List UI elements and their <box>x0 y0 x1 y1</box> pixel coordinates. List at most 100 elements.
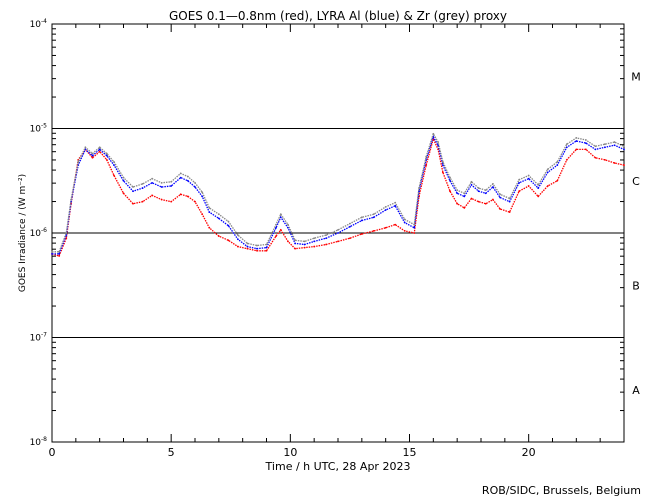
chart-title: GOES 0.1—0.8nm (red), LYRA Al (blue) & Z… <box>169 9 507 23</box>
series-line-0 <box>51 136 625 257</box>
series-2-point <box>613 141 616 143</box>
series-0-point <box>441 171 444 174</box>
series-0-point <box>151 194 154 197</box>
series-1-point <box>456 192 459 195</box>
series-0-point <box>179 193 182 196</box>
series-0-point <box>170 200 173 203</box>
series-2-point <box>58 250 61 253</box>
series-2-point <box>275 223 277 226</box>
series-1-point <box>256 247 258 250</box>
series-0-point <box>186 195 189 198</box>
series-1-point <box>477 190 480 193</box>
series-2-point <box>449 176 451 179</box>
series-0-point <box>360 233 363 235</box>
series-1-point <box>492 186 494 188</box>
series-1-point <box>484 192 487 195</box>
series-1-point <box>575 140 578 142</box>
series-2-point <box>279 213 282 216</box>
series-0-point <box>132 202 134 205</box>
series-1-point <box>413 226 416 229</box>
series-0-point <box>201 213 204 216</box>
series-0-point <box>217 235 220 238</box>
series-2-point <box>527 174 530 177</box>
y-tick-label: 10-6 <box>30 227 48 239</box>
series-1-point <box>594 148 597 151</box>
series-2-point <box>425 155 428 158</box>
series-2-point <box>484 189 487 192</box>
series-1-point <box>237 238 239 241</box>
series-2-point <box>194 181 196 184</box>
flare-class-m: M <box>631 70 641 83</box>
series-0-point <box>294 247 296 250</box>
series-line-2 <box>52 132 625 253</box>
series-2-point <box>565 143 568 146</box>
series-2-point <box>594 145 597 148</box>
series-0-point <box>58 255 61 257</box>
series-2-point <box>84 146 87 149</box>
series-0-point <box>105 158 108 161</box>
series-2-point <box>65 232 68 234</box>
series-2-point <box>70 198 72 201</box>
series-0-point <box>65 237 68 240</box>
series-1-point <box>151 181 154 184</box>
series-2-point <box>437 141 439 143</box>
series-line-1 <box>52 135 625 255</box>
series-0-point <box>313 245 316 248</box>
series-2-point <box>337 228 339 231</box>
series-2-point <box>584 139 587 141</box>
series-1-point <box>246 245 249 248</box>
series-2-point <box>113 161 115 163</box>
series-0-point <box>456 202 459 205</box>
series-0-point <box>604 158 606 161</box>
series-1-point <box>275 226 277 229</box>
series-1-point <box>179 176 182 179</box>
series-2-point <box>463 192 466 195</box>
series-0-point <box>303 246 306 249</box>
series-0-point <box>613 162 616 164</box>
series-0-point <box>518 190 521 193</box>
series-1-point <box>217 217 220 220</box>
flare-class-c: C <box>632 175 640 188</box>
series-2-point <box>518 178 521 181</box>
x-tick-label: 10 <box>283 446 297 459</box>
series-2-point <box>508 197 511 200</box>
series-0-point <box>556 179 559 182</box>
y-tick-label: 10-8 <box>30 436 48 448</box>
x-tick-label: 5 <box>168 446 175 459</box>
series-0-point <box>499 208 501 210</box>
series-1-point <box>518 181 521 184</box>
series-0-point <box>463 207 466 209</box>
x-axis-label: Time / h UTC, 28 Apr 2023 <box>265 460 411 473</box>
flare-class-b: B <box>632 279 640 292</box>
series-0-point <box>594 156 597 159</box>
series-1-point <box>463 195 466 198</box>
series-2-point <box>265 243 268 246</box>
series-0-point <box>449 190 451 193</box>
series-0-point <box>275 235 277 238</box>
series-1-point <box>279 216 282 219</box>
series-2-point <box>546 168 549 171</box>
series-2-point <box>294 239 296 242</box>
series-1-point <box>337 232 339 234</box>
series-1-point <box>208 211 211 214</box>
x-tick-label: 15 <box>403 446 417 459</box>
y-axis-label: GOES Irradiance / (W m⁻²) <box>18 174 28 292</box>
series-1-point <box>194 186 196 188</box>
series-1-point <box>325 237 327 240</box>
series-1-point <box>449 179 451 182</box>
series-0-point <box>256 249 258 252</box>
series-1-point <box>403 221 406 224</box>
series-1-point <box>91 154 94 157</box>
series-1-point <box>613 144 616 147</box>
series-1-point <box>394 204 397 207</box>
series-0-point <box>98 150 101 153</box>
series-2-point <box>477 187 480 189</box>
series-0-point <box>208 226 211 229</box>
series-0-point <box>113 174 115 177</box>
series-1-point <box>132 190 134 193</box>
x-axis: 0 5 10 15 20 <box>49 24 625 459</box>
series-1-point <box>303 243 306 246</box>
series-1-point <box>160 186 163 188</box>
series-1-point <box>499 196 501 199</box>
series-2-point <box>604 143 606 146</box>
